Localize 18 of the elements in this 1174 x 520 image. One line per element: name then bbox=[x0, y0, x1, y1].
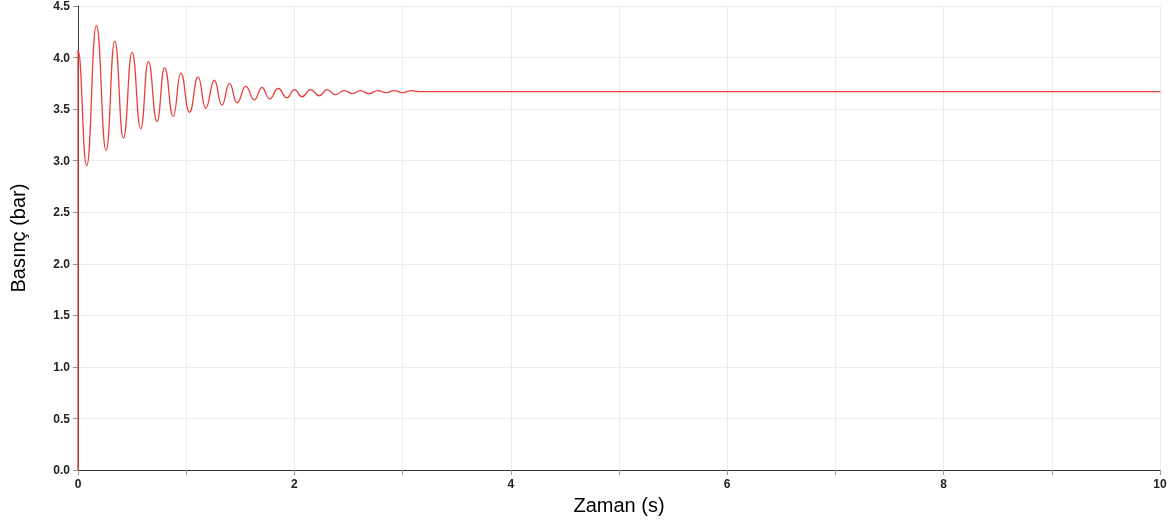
x-tick-label: 0 bbox=[74, 477, 82, 492]
x-axis-title: Zaman (s) bbox=[573, 494, 665, 516]
y-tick-label: 2.5 bbox=[53, 205, 71, 220]
x-tick-label: 6 bbox=[723, 477, 731, 492]
y-axis-title: Basınç (bar) bbox=[7, 183, 29, 293]
y-tick-label: 1.5 bbox=[53, 308, 71, 323]
x-tick-label: 4 bbox=[507, 477, 515, 492]
y-tick-label: 0.5 bbox=[53, 411, 71, 426]
x-tick-label: 2 bbox=[291, 477, 299, 492]
y-tick-label: 1.0 bbox=[53, 359, 71, 374]
y-tick-label: 3.0 bbox=[53, 153, 71, 168]
y-tick-label: 4.5 bbox=[53, 0, 71, 13]
y-tick-label: 4.0 bbox=[53, 50, 71, 65]
x-tick-label: 10 bbox=[1153, 477, 1167, 492]
y-tick-label: 3.5 bbox=[53, 102, 71, 117]
y-tick-label: 2.0 bbox=[53, 256, 71, 271]
x-tick-label: 8 bbox=[940, 477, 948, 492]
y-tick-label: 0.0 bbox=[53, 463, 71, 478]
